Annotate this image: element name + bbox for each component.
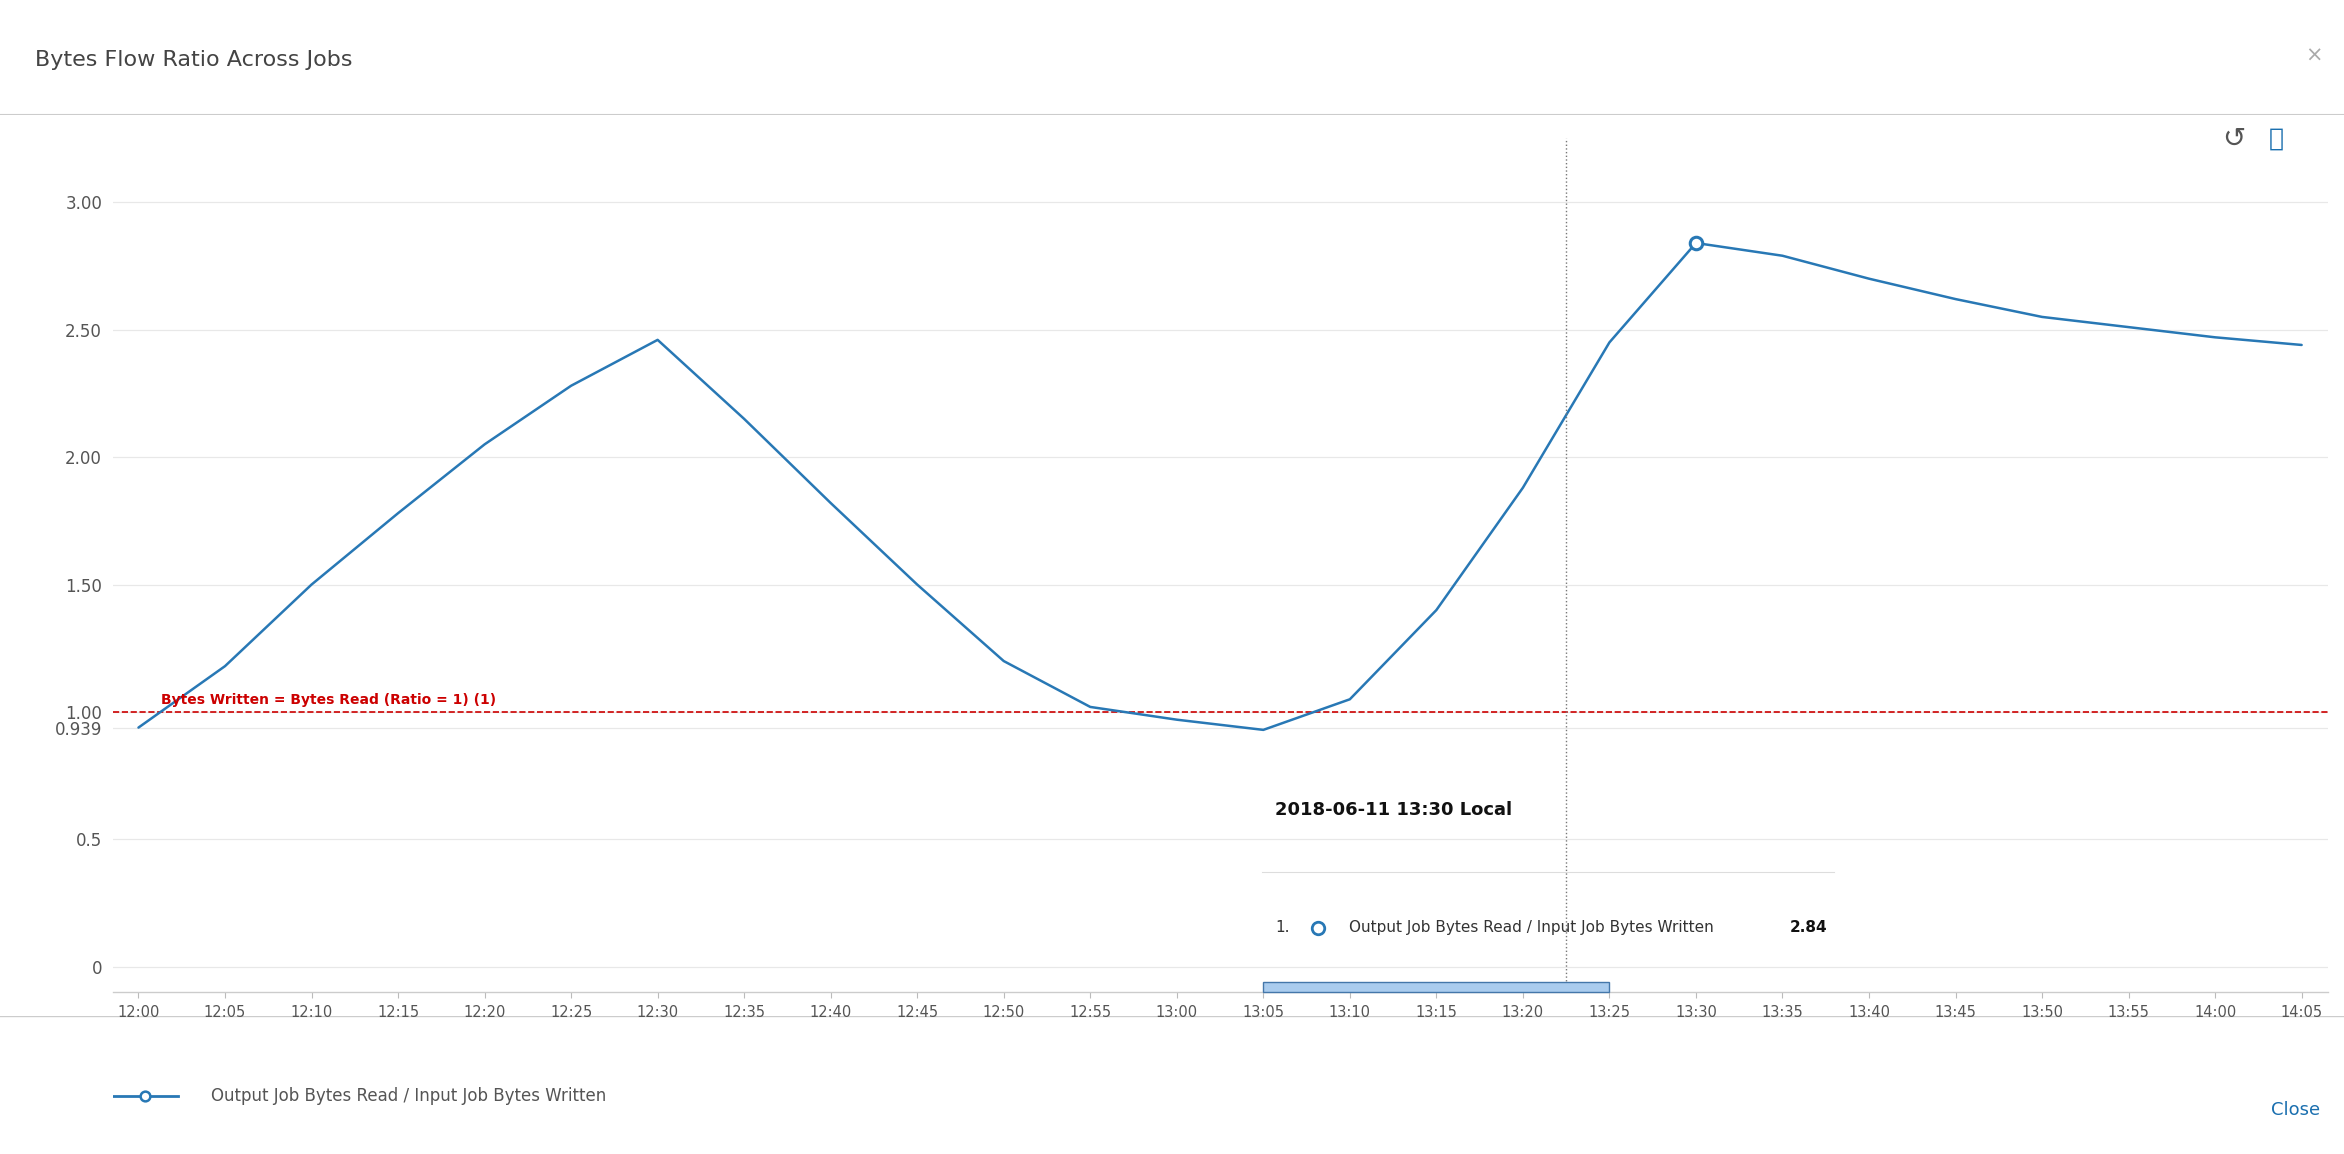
Text: Close: Close	[2271, 1101, 2321, 1118]
Text: 2.84: 2.84	[1791, 921, 1828, 935]
Text: 🔍: 🔍	[2269, 127, 2283, 150]
Bar	[1263, 982, 1610, 992]
Text: Bytes Flow Ratio Across Jobs: Bytes Flow Ratio Across Jobs	[35, 50, 352, 70]
Text: 2018-06-11 13:30 Local: 2018-06-11 13:30 Local	[1275, 801, 1512, 819]
Text: Output Job Bytes Read / Input Job Bytes Written: Output Job Bytes Read / Input Job Bytes …	[1350, 921, 1713, 935]
Text: ×: ×	[2306, 45, 2323, 66]
Text: Bytes Written = Bytes Read (Ratio = 1) (1): Bytes Written = Bytes Read (Ratio = 1) (…	[162, 692, 497, 707]
Text: ↺: ↺	[2222, 125, 2246, 152]
Text: Output Job Bytes Read / Input Job Bytes Written: Output Job Bytes Read / Input Job Bytes …	[211, 1087, 607, 1104]
Text: 1.: 1.	[1275, 921, 1289, 935]
